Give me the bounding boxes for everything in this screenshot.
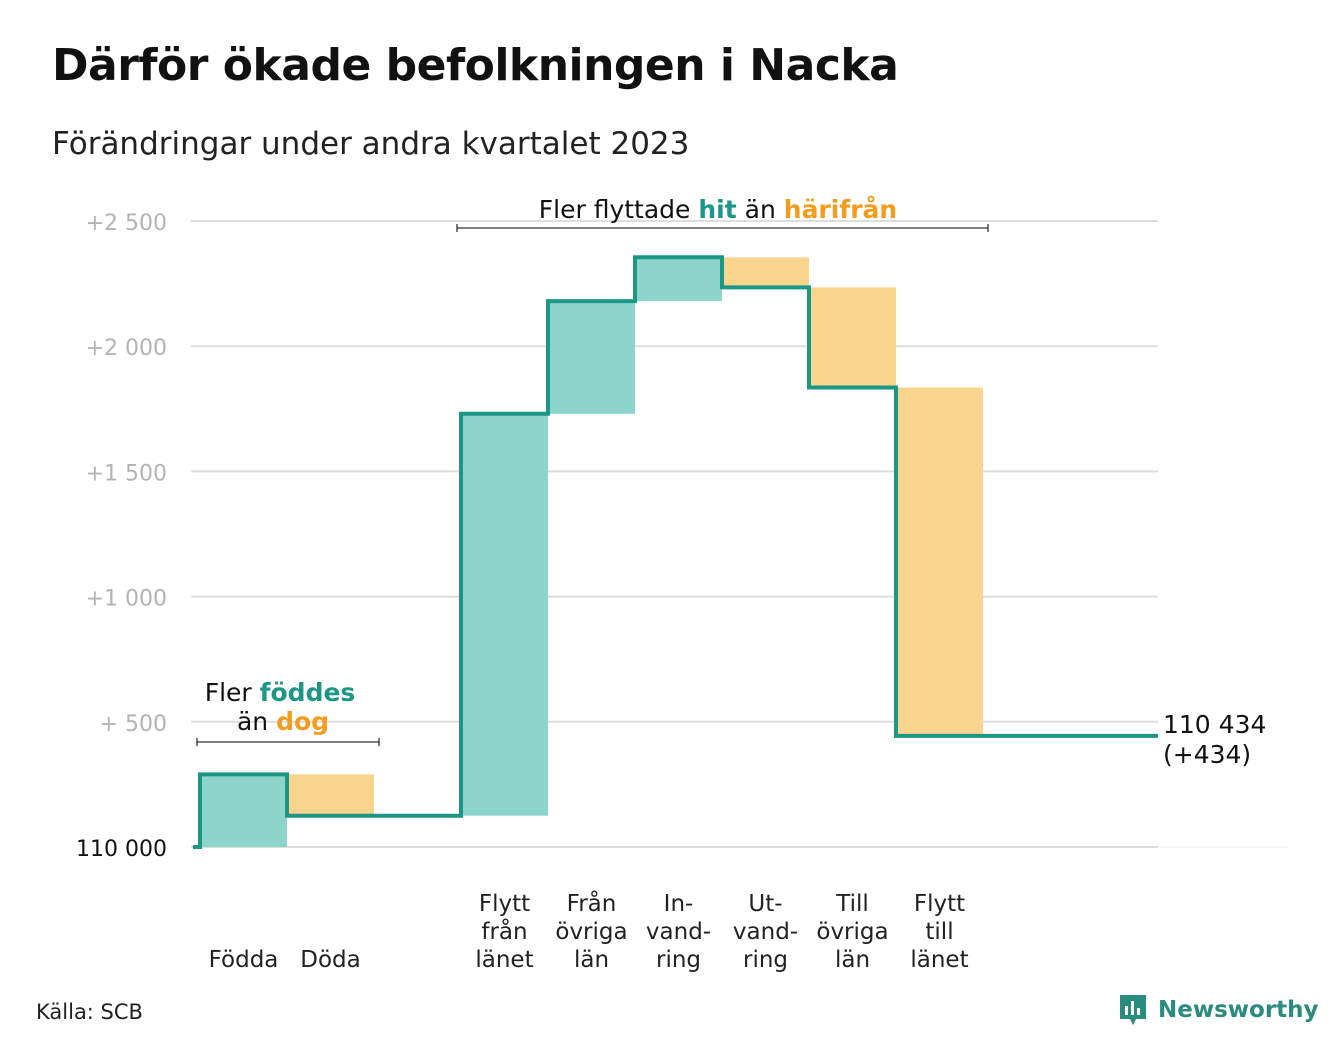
- x-category-label: övriga: [816, 919, 888, 945]
- brand-logo: Newsworthy: [1118, 993, 1319, 1027]
- y-tick-label: + 500: [100, 712, 167, 737]
- x-category-label: Flytt: [914, 891, 965, 917]
- x-category-label: ring: [656, 947, 701, 973]
- annotation-births-deaths: Fler föddes än dog: [196, 678, 380, 746]
- x-category-label: Flytt: [479, 891, 530, 917]
- waterfall-bar: [548, 301, 635, 414]
- y-tick-label: +2 000: [86, 336, 167, 361]
- x-category-label: ring: [743, 947, 788, 973]
- y-tick-label: +1 500: [86, 461, 167, 486]
- svg-text:än dog: än dog: [237, 707, 329, 736]
- waterfall-bar: [896, 387, 983, 736]
- newsworthy-logo-icon: [1120, 995, 1146, 1025]
- y-tick-label: 110 000: [76, 837, 167, 862]
- brand-name: Newsworthy: [1158, 997, 1319, 1023]
- end-value-total: 110 434: [1163, 710, 1266, 739]
- end-value-label: 110 434 (+434): [1163, 710, 1266, 769]
- source-note: Källa: SCB: [36, 1000, 143, 1024]
- x-axis-labels: Födda DödaFlyttfrånlänetFrånövrigalänIn-v…: [209, 889, 969, 973]
- annotation-left-line1-prefix: Fler: [205, 678, 260, 707]
- x-category-label: län: [835, 947, 870, 973]
- annotation-left-line1-highlight: föddes: [260, 678, 356, 707]
- cumulative-step-line: [193, 255, 1158, 849]
- x-category-label: Ut-: [748, 891, 782, 917]
- x-category-label: Döda: [300, 947, 360, 973]
- waterfall-bar: [287, 774, 374, 816]
- annotation-top-bracket: [456, 224, 989, 232]
- x-category-label: från: [481, 917, 527, 945]
- annotation-left-line2-prefix: än: [237, 707, 276, 736]
- svg-text:Fler föddes: Fler föddes: [205, 678, 356, 707]
- step-line: [193, 255, 1158, 849]
- svg-text:Fler flyttade hit än härifrån: Fler flyttade hit än härifrån: [539, 195, 897, 224]
- waterfall-bar: [200, 774, 287, 847]
- x-category-label: länet: [475, 947, 533, 973]
- x-category-label: Från: [567, 889, 617, 917]
- x-category-label: vand-: [646, 919, 711, 945]
- waterfall-bar: [722, 257, 809, 288]
- bars: [200, 257, 983, 847]
- gridlines: [191, 220, 1288, 848]
- annotation-migration: Fler flyttade hit än härifrån: [456, 195, 989, 232]
- annotation-left-bracket: [196, 738, 380, 746]
- chart-subtitle: Förändringar under andra kvartalet 2023: [52, 126, 690, 162]
- annotation-top-highlight-harifran: härifrån: [784, 195, 897, 224]
- x-category-label: länet: [910, 947, 968, 973]
- annotation-top-prefix: Fler flyttade: [539, 195, 699, 224]
- x-category-label: övriga: [555, 919, 627, 945]
- x-category-label: till: [925, 919, 953, 945]
- annotation-left-line2-highlight: dog: [276, 707, 329, 736]
- x-category-label: län: [574, 947, 609, 973]
- y-tick-label: +1 000: [86, 587, 167, 612]
- x-category-label: Födda: [209, 947, 279, 973]
- waterfall-bar: [635, 257, 722, 302]
- waterfall-bar: [809, 287, 896, 388]
- x-category-label: Till: [835, 891, 869, 917]
- chart-title: Därför ökade befolkningen i Nacka: [52, 40, 899, 91]
- annotation-top-highlight-hit: hit: [698, 195, 736, 224]
- y-tick-label: +2 500: [86, 211, 167, 236]
- waterfall-bar: [461, 413, 548, 816]
- annotation-top-middle: än: [737, 195, 784, 224]
- x-category-label: In-: [664, 891, 694, 917]
- y-axis-ticks: 110 000 + 500 +1 000 +1 500 +2 000 +2 500: [76, 211, 167, 862]
- end-value-change: (+434): [1163, 740, 1251, 769]
- x-category-label: vand-: [733, 919, 798, 945]
